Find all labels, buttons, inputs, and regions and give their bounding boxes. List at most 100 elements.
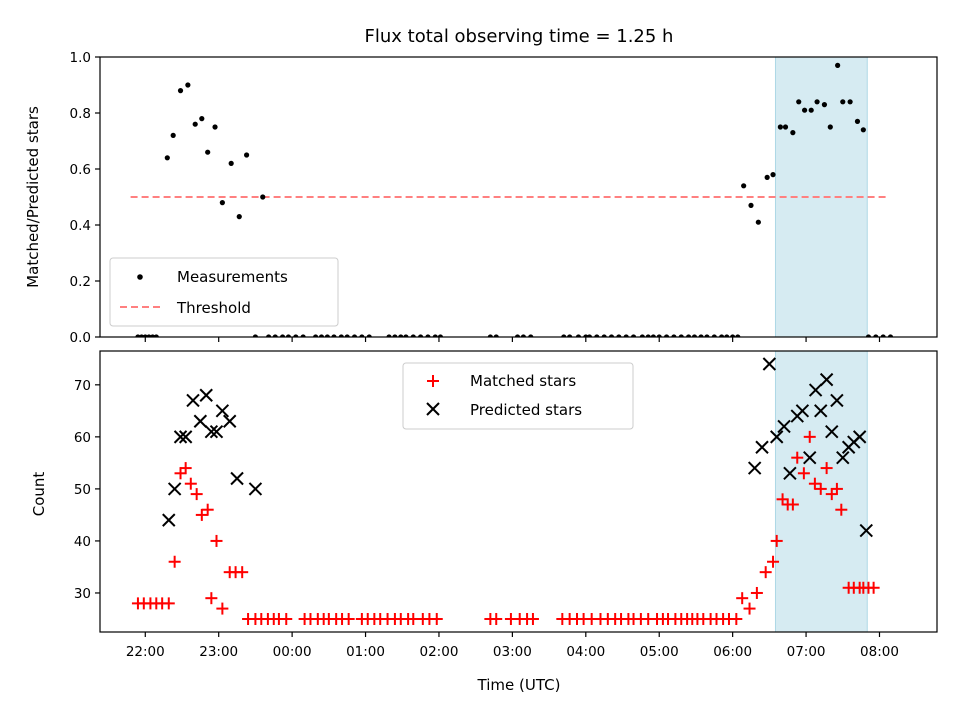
measurement-point: [691, 334, 698, 337]
measurement-point: [293, 334, 299, 337]
legend-measurements-marker: [137, 274, 143, 280]
measurement-point: [854, 118, 861, 124]
measurement-point: [351, 334, 358, 337]
x-axis-label: Time (UTC): [477, 676, 561, 694]
measurement-point: [873, 334, 879, 337]
predicted-point: [162, 513, 176, 527]
predicted-point: [747, 461, 762, 475]
predicted-point: [193, 414, 208, 428]
measurement-point: [212, 124, 218, 130]
measurement-point: [711, 334, 717, 337]
count-y-tick-label: 70: [74, 378, 91, 394]
matched-point: [216, 602, 229, 615]
predicted-point: [769, 430, 784, 444]
measurement-point: [398, 334, 404, 337]
matched-point: [236, 566, 249, 579]
measurement-point: [741, 183, 747, 189]
measurement-point: [313, 334, 319, 337]
measurement-point: [698, 334, 704, 337]
measurement-point: [331, 334, 337, 337]
measurement-point: [561, 334, 567, 337]
measurement-point: [359, 334, 365, 337]
count-y-axis-label: Count: [30, 472, 48, 517]
matched-point: [174, 467, 187, 480]
measurement-point: [324, 334, 330, 337]
matched-point: [490, 612, 503, 625]
measurement-point: [616, 334, 622, 337]
predicted-point: [783, 466, 797, 480]
predicted-point: [178, 430, 193, 444]
measurement-point: [219, 200, 225, 206]
measurement-point: [630, 334, 637, 337]
x-tick-label: 08:00: [860, 644, 899, 660]
measurement-point: [205, 149, 211, 155]
predicted-point: [186, 393, 200, 408]
measurement-point: [777, 124, 783, 130]
count-axes-frame: [99, 350, 938, 633]
measurement-point: [285, 334, 292, 337]
measurement-point: [437, 334, 444, 337]
x-tick-label: 01:00: [346, 644, 385, 660]
measurement-point: [493, 334, 499, 337]
ratio-highlight-span: [774, 56, 868, 338]
matched-point: [201, 503, 214, 516]
legend-matched-marker: [427, 375, 439, 387]
ratio-y-tick-label: 0.0: [70, 330, 91, 346]
predicted-point: [215, 404, 230, 418]
measurement-point: [410, 334, 416, 337]
measurement-point: [656, 334, 662, 337]
x-tick-label: 03:00: [493, 644, 532, 660]
predicted-point: [248, 482, 263, 496]
measurement-point: [199, 116, 205, 122]
count-y-tick-label: 50: [74, 482, 91, 498]
count-y-tick-label: 40: [74, 534, 91, 550]
legend-predicted-label: Predicted stars: [470, 401, 582, 419]
measurement-point: [650, 334, 656, 337]
measurement-point: [164, 155, 170, 161]
predicted-point: [204, 424, 219, 439]
measurement-point: [755, 219, 761, 225]
measurement-point: [575, 334, 582, 337]
matched-point: [526, 612, 539, 625]
chart-title: Flux total observing time = 1.25 h: [365, 26, 674, 47]
measurement-point: [601, 334, 607, 337]
measurement-point: [272, 334, 278, 337]
x-tick-label: 22:00: [126, 644, 165, 660]
ratio-y-tick-label: 0.6: [70, 162, 91, 178]
measurement-point: [266, 334, 272, 337]
legend-measurements-label: Measurements: [177, 268, 288, 286]
predicted-point: [859, 523, 873, 538]
measurement-point: [403, 334, 409, 337]
predicted-point: [223, 414, 237, 428]
ratio-axes-frame: [99, 56, 938, 338]
measurement-point: [528, 334, 534, 337]
measurement-point: [487, 334, 493, 337]
measurement-point: [685, 334, 692, 337]
predicted-point: [814, 404, 828, 418]
matched-point: [179, 462, 192, 475]
measurement-point: [392, 334, 398, 337]
matched-point: [759, 566, 772, 579]
measurement-point: [639, 334, 645, 337]
predicted-point: [795, 404, 810, 418]
measurement-point: [432, 334, 438, 337]
count-panel: 30 40 50 60 70 22:00 23:00 00:00 01:00 02:00 03:00…: [30, 350, 938, 694]
matched-point: [736, 592, 749, 605]
predicted-point: [762, 357, 777, 371]
predicted-point: [825, 424, 839, 439]
measurement-point: [814, 99, 820, 105]
measurement-point: [835, 62, 841, 68]
matched-point: [791, 451, 804, 464]
measurement-point: [338, 334, 344, 337]
predicted-point: [167, 482, 182, 496]
measurement-point: [228, 160, 234, 166]
measurement-point: [678, 334, 684, 337]
matched-point: [814, 482, 827, 495]
predicted-point: [230, 471, 244, 486]
predicted-point: [836, 450, 850, 465]
predicted-point: [755, 440, 769, 454]
matched-point: [342, 612, 355, 625]
measurement-point: [344, 334, 350, 337]
measurement-point: [821, 102, 828, 108]
